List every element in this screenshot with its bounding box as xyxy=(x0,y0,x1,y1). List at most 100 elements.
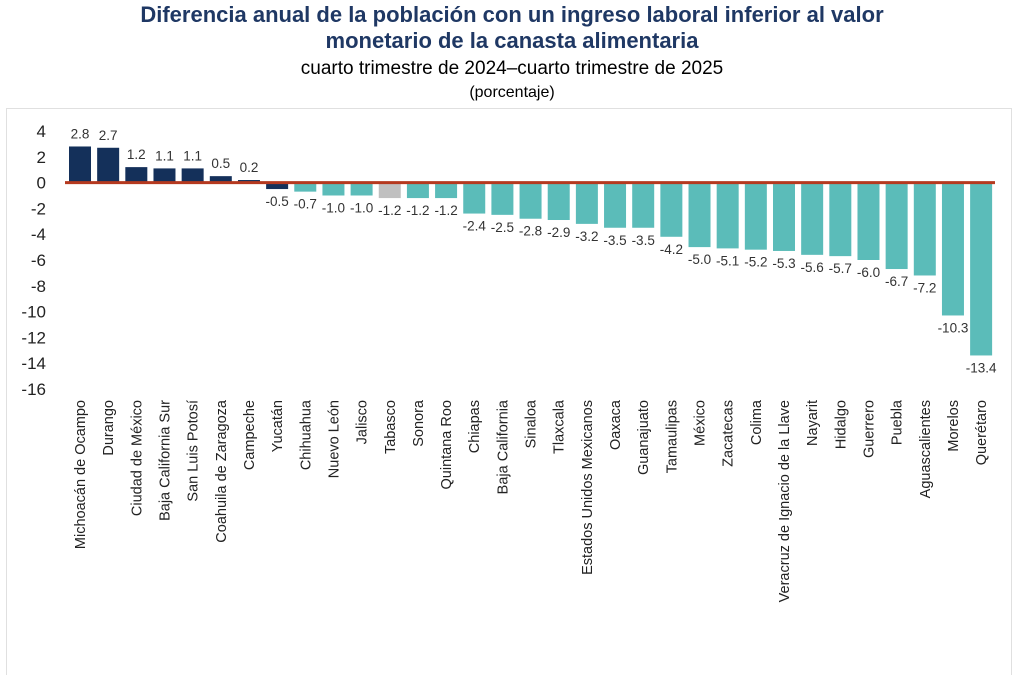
data-label: 2.8 xyxy=(71,126,90,141)
y-tick-label: -4 xyxy=(31,225,46,244)
data-label: 2.7 xyxy=(99,128,118,143)
data-label: -5.3 xyxy=(772,256,795,271)
bar xyxy=(181,168,204,183)
bar xyxy=(378,182,401,199)
category-label: Jalisco xyxy=(355,400,371,444)
bar xyxy=(153,168,176,183)
category-label: Tabasco xyxy=(383,400,399,454)
category-label: Estados Unidos Mexicanos xyxy=(580,400,596,575)
data-label: 0.2 xyxy=(240,160,259,175)
bar xyxy=(801,182,824,255)
data-label: 1.2 xyxy=(127,147,146,162)
category-label: San Luis Potosí xyxy=(186,400,202,502)
y-tick-label: -10 xyxy=(21,303,46,322)
data-label: -4.2 xyxy=(660,242,683,257)
category-label: Hidalgo xyxy=(833,400,849,449)
category-label: Sinaloa xyxy=(524,399,540,448)
bar xyxy=(406,182,429,199)
bar xyxy=(97,147,120,183)
data-label: -5.0 xyxy=(688,252,711,267)
bar xyxy=(294,182,317,192)
y-tick-label: 0 xyxy=(37,174,46,193)
data-label: -3.5 xyxy=(632,233,655,248)
data-label: -1.2 xyxy=(378,203,401,218)
bar xyxy=(857,182,880,260)
bar xyxy=(716,182,739,249)
category-label: Colima xyxy=(749,399,765,445)
data-label: -1.0 xyxy=(350,201,373,216)
chart-title: Diferencia anual de la población con un … xyxy=(0,2,1024,54)
category-label: Baja California Sur xyxy=(157,400,173,521)
data-label: 0.5 xyxy=(211,156,230,171)
bar xyxy=(941,182,964,316)
data-label: -0.7 xyxy=(294,197,317,212)
bar xyxy=(688,182,711,248)
data-label: 1.1 xyxy=(155,148,174,163)
data-label: -5.7 xyxy=(829,261,852,276)
data-label: -5.2 xyxy=(744,255,767,270)
bar xyxy=(519,182,542,219)
category-label: Baja California xyxy=(495,399,511,494)
bar xyxy=(350,182,373,196)
category-label: Morelos xyxy=(946,400,962,452)
y-tick-label: -8 xyxy=(31,277,46,296)
y-tick-label: -2 xyxy=(31,199,46,218)
category-label: Quintana Roo xyxy=(439,400,455,489)
data-label: -2.9 xyxy=(547,225,570,240)
category-label: Veracruz de Ignacio de la Llave xyxy=(777,400,793,602)
category-label: Guanajuato xyxy=(636,400,652,475)
data-label: -5.1 xyxy=(716,253,739,268)
data-label: -1.2 xyxy=(406,203,429,218)
category-label: Ciudad de México xyxy=(129,400,145,516)
bar xyxy=(322,182,345,196)
y-tick-label: -12 xyxy=(21,328,46,347)
data-label: -3.2 xyxy=(575,229,598,244)
category-label: Zacatecas xyxy=(721,400,737,467)
data-label: -7.2 xyxy=(913,280,936,295)
category-label: Sonora xyxy=(411,399,427,447)
bar xyxy=(491,182,514,215)
y-tick-label: -14 xyxy=(21,354,46,373)
y-tick-label: -16 xyxy=(21,380,46,399)
bar xyxy=(773,182,795,251)
bar xyxy=(125,167,148,183)
data-label: -2.4 xyxy=(463,219,487,234)
category-label: Aguascalientes xyxy=(918,400,934,498)
y-tick-label: 4 xyxy=(37,122,46,141)
data-label: -3.5 xyxy=(603,233,626,248)
data-label: -13.4 xyxy=(966,360,997,375)
chart-frame xyxy=(6,108,1012,675)
bar xyxy=(744,182,767,250)
bar xyxy=(209,176,232,183)
data-label: -2.8 xyxy=(519,224,542,239)
category-label: Durango xyxy=(101,400,117,456)
bar xyxy=(266,182,289,190)
bar xyxy=(435,182,458,199)
chart-unit: (porcentaje) xyxy=(469,84,555,101)
data-label: 1.1 xyxy=(183,148,202,163)
data-label: -1.2 xyxy=(434,203,457,218)
bar xyxy=(660,182,683,237)
data-label: -6.7 xyxy=(885,274,908,289)
category-label: México xyxy=(693,400,709,446)
category-label: Coahuila de Zaragoza xyxy=(214,399,230,543)
category-label: Campeche xyxy=(242,400,258,470)
bar xyxy=(885,182,908,270)
category-label: Nuevo León xyxy=(326,400,342,478)
data-label: -5.6 xyxy=(801,260,824,275)
bar xyxy=(604,182,627,228)
data-label: -10.3 xyxy=(938,320,969,335)
bar xyxy=(829,182,852,257)
bar xyxy=(575,182,598,224)
data-label: -2.5 xyxy=(491,220,514,235)
bar xyxy=(632,182,655,228)
y-tick-label: 2 xyxy=(37,148,46,167)
category-label: Puebla xyxy=(890,399,906,445)
bar xyxy=(463,182,486,214)
chart-title-line2: monetario de la canasta alimentaria xyxy=(325,28,699,53)
category-label: Chiapas xyxy=(467,400,483,453)
category-label: Yucatán xyxy=(270,400,286,452)
bar xyxy=(970,182,993,356)
category-label: Nayarit xyxy=(805,400,821,446)
